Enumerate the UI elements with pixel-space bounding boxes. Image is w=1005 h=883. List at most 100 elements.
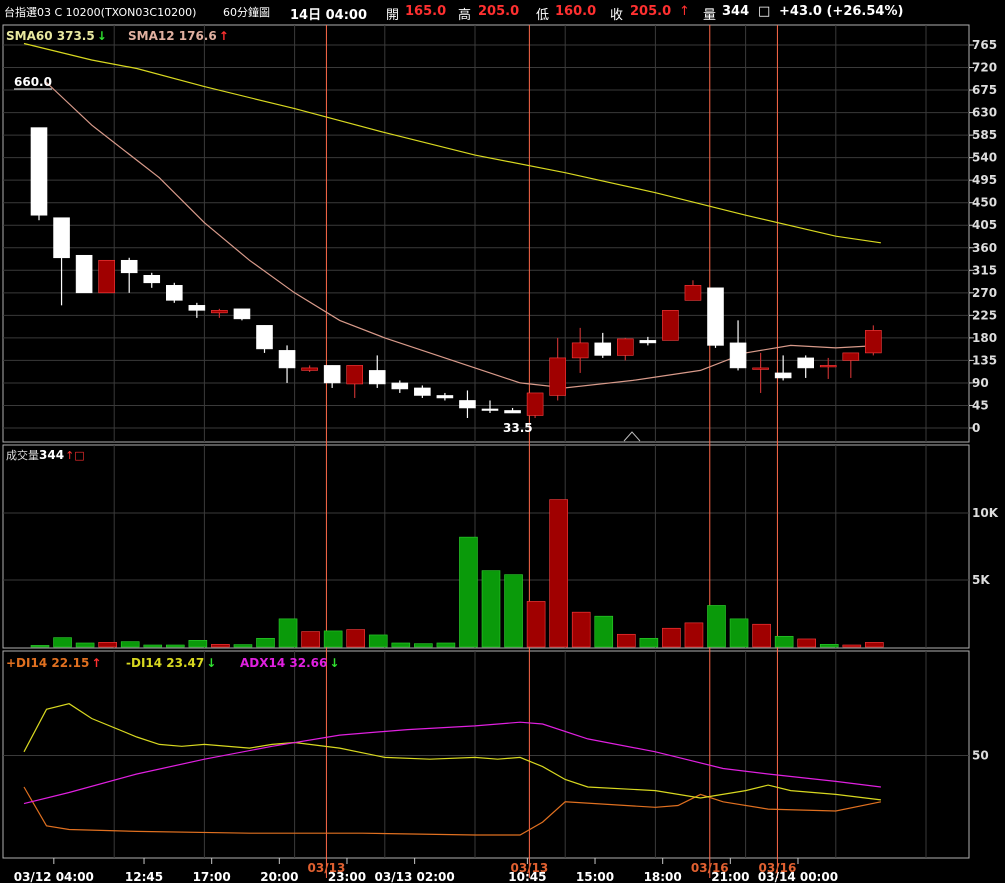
volume-bar — [256, 637, 275, 648]
close-label: 收 — [610, 8, 624, 23]
day-separator-label: 03/16 — [691, 861, 729, 875]
high-value: 205.0 — [478, 4, 520, 19]
candle-body — [391, 382, 409, 390]
pane-frame — [2, 24, 970, 443]
price-tick-label: 135 — [972, 353, 997, 367]
volume-bar — [662, 627, 681, 648]
candle-body — [549, 357, 566, 396]
candle-body — [639, 340, 657, 344]
candle-body — [819, 365, 837, 368]
volume-bar — [774, 635, 794, 648]
candle-body — [301, 367, 318, 371]
candle-body — [436, 395, 454, 399]
sma12-line — [46, 82, 881, 389]
candle-body — [774, 372, 792, 379]
close-value: 205.0 — [630, 4, 672, 19]
x-tick-label: 21:00 — [711, 870, 749, 883]
price-tick-label: 450 — [972, 196, 997, 210]
volume-bar — [143, 644, 163, 648]
price-tick-label: 225 — [972, 308, 997, 322]
volume-bar — [391, 642, 411, 648]
volume-bar — [684, 622, 704, 648]
candle-body — [594, 342, 612, 356]
volume-bar — [211, 644, 230, 648]
volume-bar — [639, 637, 659, 648]
volume-value: 344 — [722, 4, 750, 19]
volume-bar — [865, 642, 884, 648]
pane-frame — [2, 444, 970, 649]
volume-bar — [481, 570, 501, 648]
candle-body — [166, 285, 183, 301]
dmi-legend-adx14: ADX14 32.66 — [240, 656, 327, 670]
x-tick-label: 15:00 — [576, 870, 614, 883]
price-legend-sma60: SMA60 373.5 — [6, 29, 95, 43]
close-up-arrow-icon: ↑ — [679, 4, 690, 19]
volume-tick-label: 5K — [972, 573, 990, 587]
datetime-label: 14日 04:00 — [290, 8, 367, 23]
x-tick-label: 23:00 — [328, 870, 366, 883]
price-tick-label: 90 — [972, 376, 989, 390]
candle-body — [323, 365, 341, 384]
price-tick-label: 405 — [972, 218, 997, 232]
candle-body — [707, 287, 724, 346]
price-tick-label: 675 — [972, 83, 997, 97]
price-tick-label: 495 — [972, 173, 997, 187]
x-tick-label: 03/13 02:00 — [375, 870, 455, 883]
x-tick-label: 03/14 00:00 — [758, 870, 838, 883]
volume-bar — [346, 629, 366, 648]
legend-arrow-icon: ↑ — [91, 656, 101, 670]
price-tick-label: 360 — [972, 241, 997, 255]
candle-body — [143, 275, 161, 284]
x-tick-label: 18:00 — [644, 870, 682, 883]
quote-header: 台指選03 C 10200(TXON03C10200) 60分鐘圖 14日 04… — [0, 0, 1005, 24]
volume-tick-label: 10K — [972, 506, 999, 520]
price-legend-sma12: SMA12 176.6 — [128, 29, 217, 43]
price-tick-label: 180 — [972, 331, 997, 345]
volume-bar — [30, 645, 50, 648]
square-icon: □ — [758, 4, 771, 19]
volume-bar — [233, 644, 253, 648]
price-tick-label: 0 — [972, 421, 980, 435]
price-tick-label: 540 — [972, 151, 997, 165]
volume-bar — [53, 637, 72, 648]
volume-bar — [414, 643, 433, 648]
candle-body — [120, 259, 138, 274]
open-value: 165.0 — [405, 4, 447, 19]
dmi-line-adx14 — [23, 721, 881, 805]
candle-body — [98, 259, 115, 294]
day-separator-label: 03/16 — [759, 861, 797, 875]
candle-body — [526, 392, 544, 416]
day-separator-label: 03/13 — [510, 861, 548, 875]
volume-bar — [368, 634, 388, 648]
volume-bar — [98, 642, 117, 648]
legend-arrow-icon: ↓ — [329, 656, 339, 670]
dmi-line-di14 — [23, 786, 882, 836]
candle-body — [233, 308, 251, 320]
candle-body — [459, 400, 476, 409]
x-tick-label: 03/12 04:00 — [14, 870, 94, 883]
volume-bar — [616, 633, 636, 648]
candle-body — [481, 408, 499, 411]
price-tick-label: 765 — [972, 38, 997, 52]
price-tick-label: 315 — [972, 263, 997, 277]
price-tick-label: 270 — [972, 286, 997, 300]
dmi-legend-di14: -DI14 23.47 — [126, 656, 204, 670]
volume-bar — [594, 615, 614, 648]
min-price-label: 33.5 — [503, 421, 533, 435]
volume-bar — [526, 601, 546, 648]
candle-body — [842, 352, 860, 361]
x-tick-label: 17:00 — [193, 870, 231, 883]
high-label: 高 — [458, 8, 472, 23]
volume-bar — [819, 644, 839, 648]
volume-legend-value: 344 — [39, 448, 64, 462]
x-tick-label: 12:45 — [125, 870, 163, 883]
period-label: 60分鐘圖 — [223, 6, 270, 19]
candle-body — [346, 365, 364, 385]
volume-bar — [459, 536, 478, 648]
volume-bar — [278, 618, 298, 648]
volume-legend-name: 成交量 — [6, 448, 39, 462]
candle-body — [53, 217, 70, 259]
candle-body — [211, 310, 228, 314]
pane-frame — [2, 650, 970, 859]
